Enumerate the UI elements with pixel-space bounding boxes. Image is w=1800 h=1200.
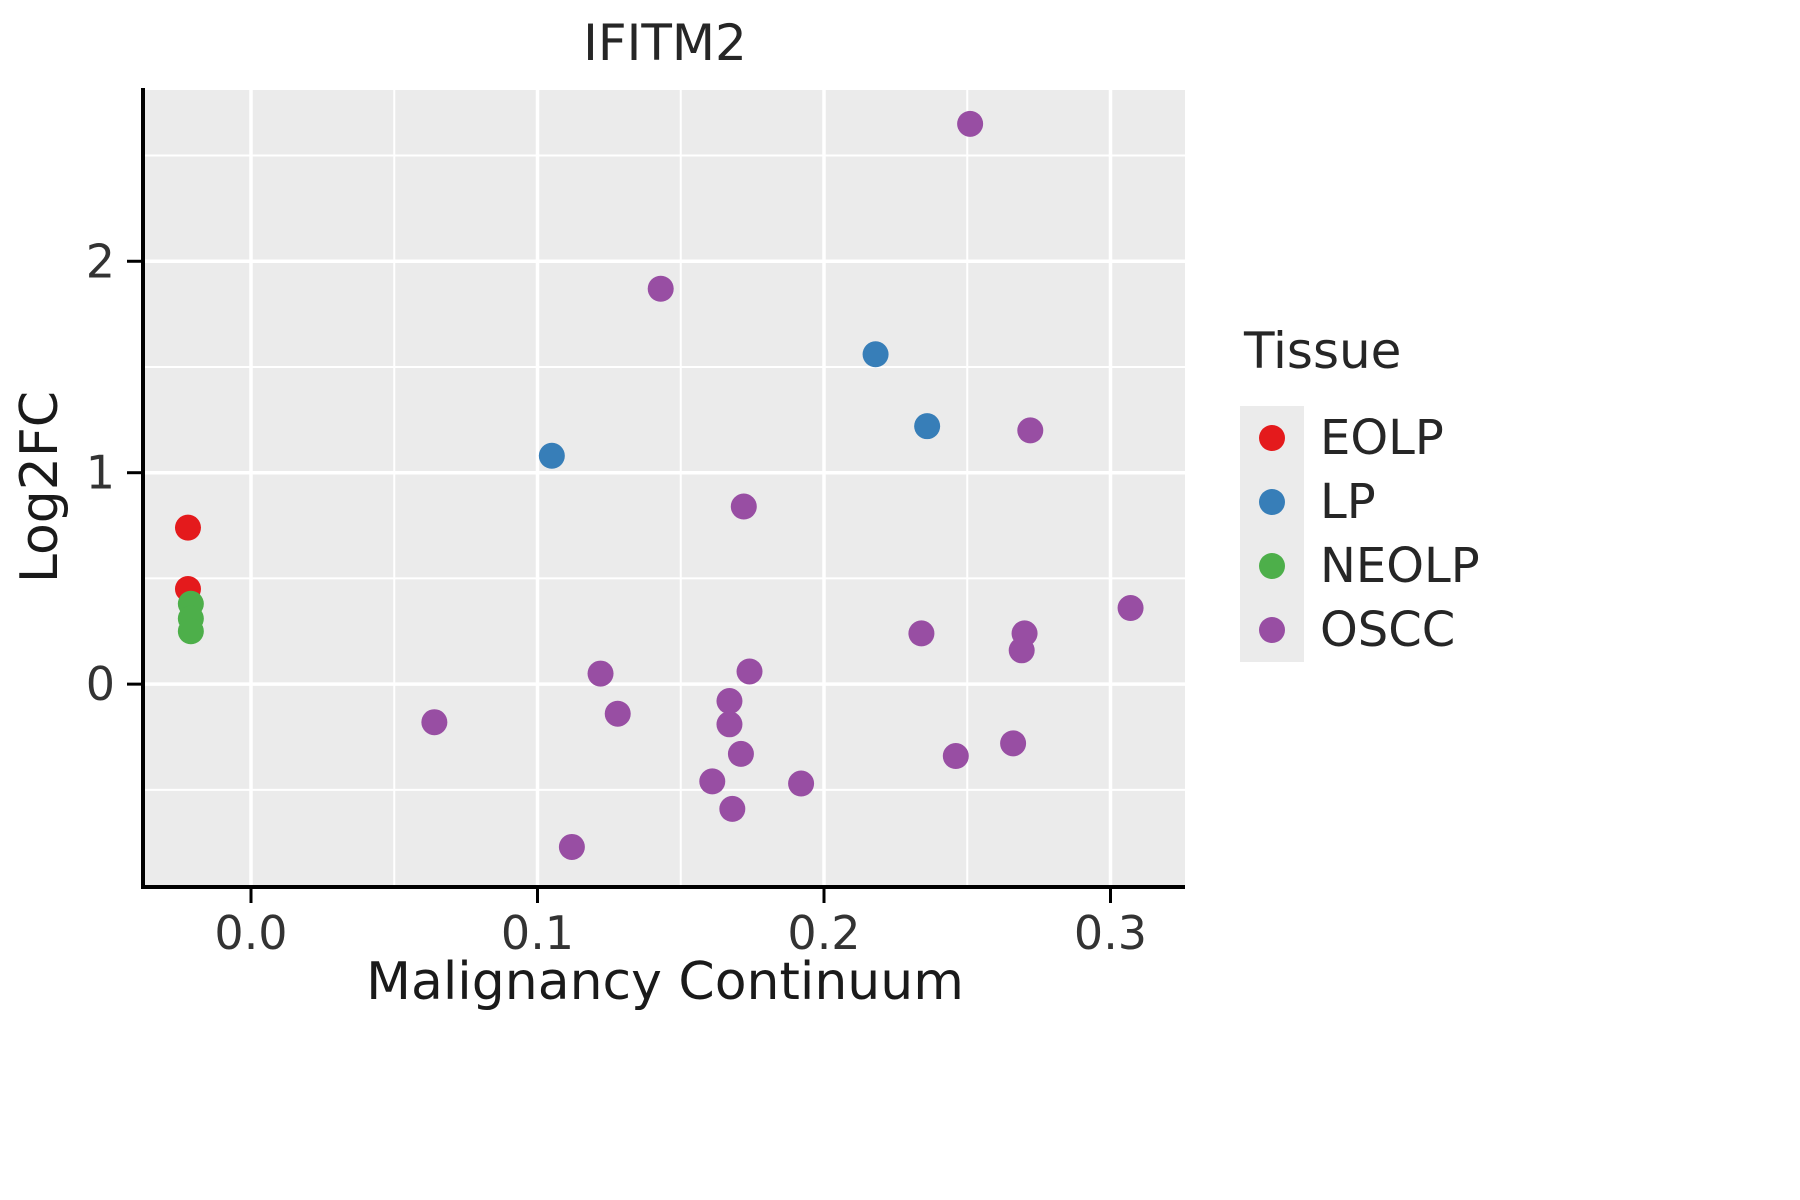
- data-point-LP: [538, 442, 565, 469]
- data-point-OSCC: [647, 275, 674, 302]
- data-point-OSCC: [736, 658, 763, 685]
- data-point-OSCC: [908, 620, 935, 647]
- data-point-OSCC: [587, 660, 614, 687]
- data-point-OSCC: [716, 688, 743, 715]
- data-point-OSCC: [1117, 595, 1144, 622]
- x-tick-label: 0.3: [1074, 906, 1147, 960]
- legend-item-NEOLP: NEOLP: [1240, 534, 1480, 598]
- data-point-OSCC: [421, 709, 448, 736]
- legend-dot-LP: [1259, 489, 1285, 515]
- data-point-OSCC: [788, 770, 815, 797]
- legend-key: [1240, 598, 1304, 662]
- legend-label: NEOLP: [1320, 538, 1480, 594]
- legend-dot-OSCC: [1259, 617, 1285, 643]
- data-point-LP: [914, 413, 941, 440]
- y-tick-label: 1: [86, 446, 115, 500]
- x-axis-label: Malignancy Continuum: [366, 952, 964, 1012]
- legend: Tissue EOLP LP NEOLP OSCC: [1240, 322, 1480, 662]
- legend-key: [1240, 406, 1304, 470]
- data-point-OSCC: [719, 795, 746, 822]
- data-point-OSCC: [730, 493, 757, 520]
- data-point-OSCC: [604, 700, 631, 727]
- legend-item-LP: LP: [1240, 470, 1480, 534]
- data-point-OSCC: [942, 743, 969, 770]
- legend-label: OSCC: [1320, 602, 1456, 658]
- chart-title: IFITM2: [583, 14, 747, 72]
- data-point-OSCC: [558, 833, 585, 860]
- data-point-OSCC: [957, 110, 984, 137]
- y-tick-label: 2: [86, 234, 115, 288]
- data-point-OSCC: [699, 768, 726, 795]
- legend-items: EOLP LP NEOLP OSCC: [1240, 406, 1480, 662]
- panel-background: [145, 90, 1185, 885]
- legend-label: LP: [1320, 474, 1376, 530]
- y-tick-label: 0: [86, 657, 115, 711]
- legend-item-EOLP: EOLP: [1240, 406, 1480, 470]
- legend-dot-NEOLP: [1259, 553, 1285, 579]
- data-point-EOLP: [174, 514, 201, 541]
- data-point-OSCC: [1017, 417, 1044, 444]
- x-tick-label: 0.1: [501, 906, 574, 960]
- legend-key: [1240, 470, 1304, 534]
- x-tick-label: 0.0: [214, 906, 287, 960]
- data-point-LP: [862, 341, 889, 368]
- legend-key: [1240, 534, 1304, 598]
- data-point-OSCC: [727, 740, 754, 767]
- x-tick-label: 0.2: [787, 906, 860, 960]
- legend-dot-EOLP: [1259, 425, 1285, 451]
- data-point-NEOLP: [177, 618, 204, 645]
- data-point-OSCC: [1000, 730, 1027, 757]
- data-point-OSCC: [1008, 637, 1035, 664]
- legend-label: EOLP: [1320, 410, 1444, 466]
- data-point-OSCC: [716, 711, 743, 738]
- y-axis-label: Log2FC: [10, 390, 70, 584]
- legend-title: Tissue: [1244, 322, 1402, 380]
- legend-item-OSCC: OSCC: [1240, 598, 1480, 662]
